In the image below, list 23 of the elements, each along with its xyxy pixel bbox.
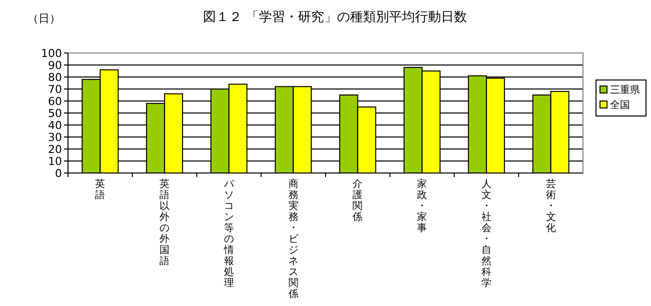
ytick: 20 xyxy=(48,143,62,156)
ytick: 80 xyxy=(48,71,62,84)
ytick: 40 xyxy=(48,119,62,132)
ytick: 30 xyxy=(48,131,62,144)
xtick: パソコン等の情報処理 xyxy=(223,179,234,289)
legend: 全国 xyxy=(610,100,630,111)
ylabel: （日） xyxy=(28,12,60,25)
xtick: 家政・家事 xyxy=(416,179,428,234)
title: 図１２ 「学習・研究」の種類別平均行動日数 xyxy=(202,10,468,25)
xtick: 介護関係 xyxy=(352,179,364,223)
xtick: 芸術・文化 xyxy=(545,179,556,234)
ytick: 100 xyxy=(41,47,62,60)
ytick: 70 xyxy=(48,83,62,96)
ytick: 90 xyxy=(48,59,62,72)
ytick: 0 xyxy=(55,167,62,180)
xtick: 英語 xyxy=(94,179,106,201)
ytick: 60 xyxy=(48,95,62,108)
xtick: 人文・社会・自然科学 xyxy=(480,179,492,289)
xtick: 商務実務・ビジネス関係 xyxy=(288,179,299,300)
ytick: 10 xyxy=(48,155,62,168)
ytick: 50 xyxy=(48,107,62,120)
legend: 三重県 xyxy=(610,85,640,96)
xtick: 英語以外の外国語 xyxy=(159,179,170,267)
